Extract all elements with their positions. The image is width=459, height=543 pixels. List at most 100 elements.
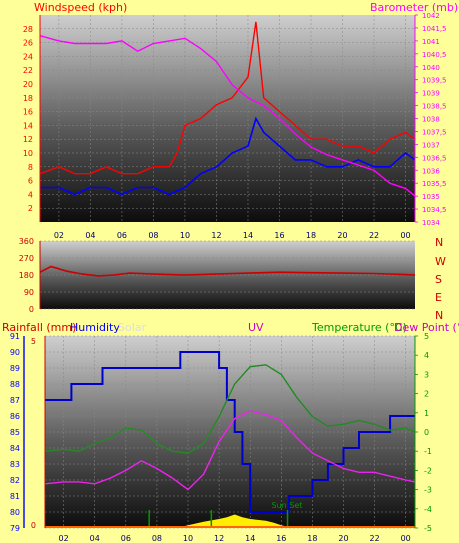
humidity-tick-label: 88 [10, 380, 20, 389]
humidity-header: Humidity [70, 321, 120, 334]
humidity-x-tick: 02 [59, 534, 69, 543]
temperature-tick-label: -4 [424, 505, 432, 514]
humidity-x-tick: 16 [276, 534, 286, 543]
temperature-axis: 5 4 3 2 1 0 -1 -2 -3 -4 -5 [414, 332, 432, 533]
humidity-tick-label: 89 [10, 364, 20, 373]
direction-series [39, 265, 416, 277]
humidity-tick-label: 79 [10, 524, 20, 533]
baro-tick-label: 1037,5 [422, 128, 447, 136]
humidity-tick-label: 87 [10, 396, 20, 405]
baro-tick-label: 1042 [422, 12, 440, 20]
wind-tick-label: 12 [23, 135, 33, 144]
temperature-tick-label: 0 [424, 428, 429, 437]
wind-x-tick: 08 [148, 231, 158, 240]
humidity-tick-label: 84 [10, 444, 20, 453]
wind-tick-label: 14 [23, 121, 33, 130]
wind-x-tick: 00 [400, 231, 410, 240]
baro-tick-label: 1039,5 [422, 77, 447, 85]
humidity-axis: 79 80 81 82 83 84 85 86 87 88 89 90 91 [10, 332, 25, 533]
compass-letter: N [435, 309, 443, 322]
temperature-tick-label: 2 [424, 390, 429, 399]
humidity-tick-label: 91 [10, 332, 20, 341]
humidity-tick-label: 90 [10, 348, 20, 357]
wind-tick-label: 6 [28, 177, 33, 186]
wind-x-tick: 06 [117, 231, 127, 240]
baro-tick-label: 1037 [422, 141, 440, 149]
wind-x-tick: 20 [337, 231, 347, 240]
wind-tick-label: 2 [28, 204, 33, 213]
wind-tick-label: 4 [28, 190, 33, 199]
wind-x-tick: 18 [306, 231, 316, 240]
direction-tick-label: 90 [24, 288, 34, 297]
rain-tick-label: 0 [31, 521, 36, 530]
baro-tick-label: 1035,5 [422, 180, 447, 188]
compass-letter: N [435, 236, 443, 249]
wind-tick-label: 10 [23, 149, 33, 158]
wind-tick-label: 8 [28, 163, 33, 172]
wind-direction-line [39, 265, 416, 277]
baro-tick-label: 1041 [422, 38, 440, 46]
humidity-x-tick: 08 [152, 534, 162, 543]
compass-letter: E [435, 291, 442, 304]
humidity-tick-label: 83 [10, 460, 20, 469]
humidity-x-tick: 00 [401, 534, 411, 543]
sunset-label: Sun Set [272, 501, 303, 510]
temperature-tick-label: -5 [424, 524, 432, 533]
temperature-header: Temperature (°C) [311, 321, 407, 334]
wind-x-axis: 02 04 06 08 10 12 14 16 18 20 22 00 [54, 231, 411, 240]
wind-x-tick: 04 [85, 231, 95, 240]
wind-x-tick: 10 [180, 231, 190, 240]
baro-tick-label: 1039 [422, 90, 440, 98]
baro-tick-label: 1034 [422, 219, 440, 227]
direction-tick-label: 0 [29, 305, 34, 314]
humidity-x-tick: 10 [183, 534, 193, 543]
humidity-series: Sun Set [44, 351, 416, 528]
rainfall-header: Rainfall (mm) [2, 321, 76, 334]
temperature-line [44, 364, 416, 454]
wind-x-tick: 14 [243, 231, 253, 240]
humidity-line [45, 351, 415, 513]
humidity-x-tick: 20 [338, 534, 348, 543]
wind-tick-label: 18 [23, 94, 33, 103]
humidity-x-tick: 18 [307, 534, 317, 543]
humidity-x-tick: 06 [121, 534, 131, 543]
wind-tick-label: 22 [23, 66, 33, 75]
baro-tick-label: 1036,5 [422, 154, 447, 162]
baro-tick-label: 1040,5 [422, 51, 447, 59]
dewpoint-line [44, 410, 416, 491]
barometer-line [39, 35, 416, 197]
wind-tick-label: 26 [23, 39, 33, 48]
direction-tick-label: 270 [19, 254, 34, 263]
humidity-tick-label: 80 [10, 508, 20, 517]
temperature-tick-label: 4 [424, 351, 429, 360]
wind-series [39, 21, 416, 197]
wind-average-line [40, 116, 416, 196]
uv-header: UV [248, 321, 264, 334]
compass-letter: S [435, 273, 442, 286]
temperature-tick-label: -2 [424, 466, 432, 475]
humidity-x-tick: 22 [369, 534, 379, 543]
direction-tick-label: 180 [19, 271, 34, 280]
baro-tick-label: 1038 [422, 116, 440, 124]
wind-tick-label: 28 [23, 25, 33, 34]
baro-tick-label: 1041,5 [422, 25, 447, 33]
windspeed-header: Windspeed (kph) [34, 1, 127, 14]
wind-x-tick: 02 [54, 231, 64, 240]
humidity-tick-label: 85 [10, 428, 20, 437]
solar-header: Solar [118, 321, 147, 334]
rain-tick-label: 5 [31, 337, 36, 346]
temperature-tick-label: -1 [424, 447, 432, 456]
compass-letter: W [435, 255, 446, 268]
baro-tick-label: 1040 [422, 64, 440, 72]
wind-x-tick: 16 [274, 231, 284, 240]
baro-tick-label: 1035 [422, 193, 440, 201]
humidity-tick-label: 86 [10, 412, 20, 421]
humidity-tick-label: 81 [10, 492, 20, 501]
humidity-x-tick: 14 [245, 534, 255, 543]
direction-grid [40, 240, 415, 310]
baro-tick-label: 1034,5 [422, 206, 447, 214]
windspeed-line [39, 21, 416, 175]
solar-area [180, 514, 290, 528]
direction-tick-label: 360 [19, 237, 34, 246]
